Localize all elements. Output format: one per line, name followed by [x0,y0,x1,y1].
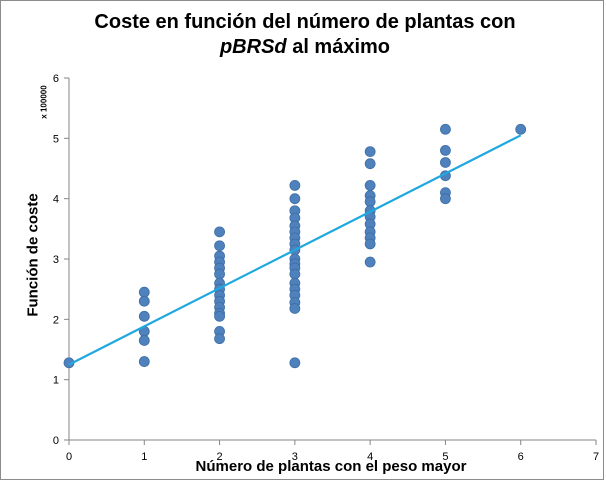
y-tick-label: 5 [53,133,59,145]
chart-title-main: Coste en función del número de plantas c… [94,11,516,33]
data-point [364,146,376,158]
y-tick-label: 0 [53,435,59,447]
chart-title-end: al máximo [286,36,391,58]
data-point [364,179,376,191]
data-point [138,310,150,322]
y-tick-label: 3 [53,254,59,266]
x-tick-label: 7 [593,451,599,463]
data-point [214,226,225,238]
x-tick-label: 1 [141,451,147,463]
y-tick-label: 4 [53,194,59,206]
data-point [289,357,301,369]
data-point [440,193,451,205]
chart-title: Coste en función del número de plantas c… [70,10,540,60]
y-tick-label: 1 [53,375,59,387]
data-point [364,158,376,170]
x-tick-label: 2 [217,451,223,463]
data-point [138,356,150,367]
data-point [364,196,376,208]
data-point [214,268,225,280]
data-point [214,333,225,345]
x-tick-label: 0 [66,451,72,463]
y-tick-label: 2 [53,314,59,326]
data-point [289,268,301,280]
data-point [289,179,301,191]
data-point [214,240,225,252]
trend-line [68,134,522,366]
y-tick-label: 6 [53,73,59,85]
data-point [440,157,451,168]
x-tick-label: 3 [292,451,298,463]
data-point [440,123,451,135]
data-point [214,310,225,322]
x-tick-label: 4 [367,451,373,463]
data-point [289,193,301,205]
data-point [138,335,150,346]
x-tick-label: 5 [442,451,448,463]
data-point [515,123,527,135]
data-point [364,256,376,268]
data-point [138,286,150,298]
data-point [364,238,376,250]
data-point [138,295,150,307]
data-point [289,303,301,314]
data-point [440,144,451,156]
x-tick-label: 6 [518,451,524,463]
x-axis-title: Número de plantas con el peso mayor [195,458,467,475]
chart-title-emphasis: pBRSd [219,36,287,58]
